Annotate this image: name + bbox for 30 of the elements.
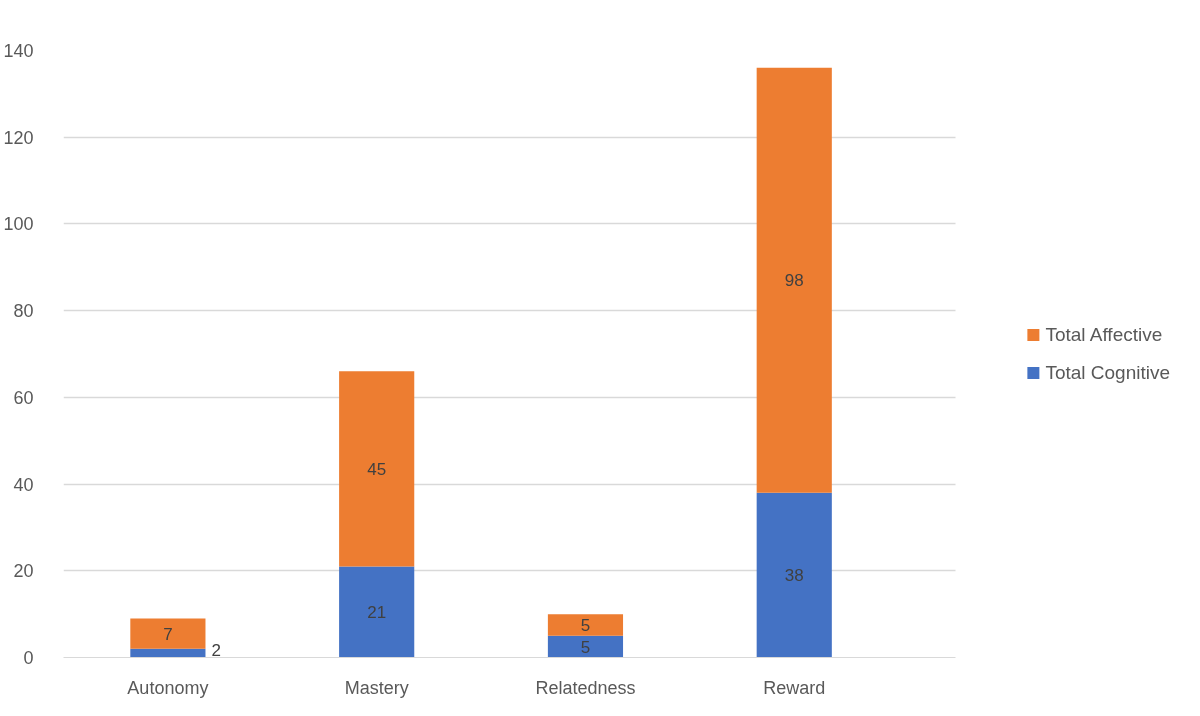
data-label: 38 bbox=[784, 566, 804, 586]
data-label: 7 bbox=[163, 624, 173, 644]
x-tick-label: Relatedness bbox=[535, 677, 636, 698]
data-label: 5 bbox=[580, 637, 591, 657]
data-label: 98 bbox=[784, 271, 804, 291]
bar bbox=[547, 635, 624, 658]
bar bbox=[756, 492, 832, 658]
bar bbox=[547, 614, 624, 636]
data-label: 21 bbox=[367, 602, 387, 622]
x-tick-label: Autonomy bbox=[127, 677, 209, 698]
data-label: 2 bbox=[211, 640, 221, 660]
legend-label: Total Cognitive bbox=[1045, 361, 1170, 384]
y-tick-label: 40 bbox=[13, 474, 34, 495]
y-tick-label: 140 bbox=[3, 41, 34, 61]
bar bbox=[756, 67, 832, 493]
x-tick-label: Mastery bbox=[344, 677, 409, 698]
legend-label: Total Affective bbox=[1045, 323, 1163, 346]
y-tick-label: 100 bbox=[3, 214, 34, 235]
y-tick-label: 80 bbox=[13, 301, 34, 322]
data-label: 45 bbox=[367, 459, 387, 479]
bar bbox=[339, 371, 415, 567]
bar bbox=[130, 618, 206, 649]
y-tick-label: 120 bbox=[3, 127, 34, 148]
y-tick-label: 0 bbox=[23, 648, 34, 668]
y-tick-label: 60 bbox=[13, 387, 34, 408]
bar bbox=[130, 648, 206, 658]
data-label: 5 bbox=[580, 615, 591, 635]
x-tick-label: Reward bbox=[763, 677, 826, 698]
bar bbox=[339, 566, 415, 658]
y-tick-label: 20 bbox=[13, 561, 34, 582]
